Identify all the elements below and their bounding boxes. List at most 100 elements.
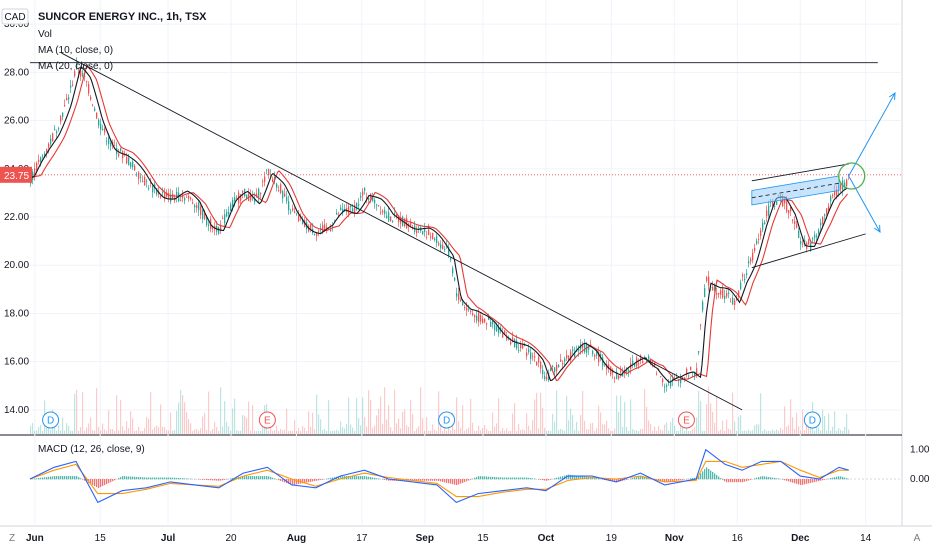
macd-histogram-bar [778,478,780,480]
study-label[interactable]: MA (20, close, 0) [38,61,113,72]
candle-body [60,116,62,122]
candle-body [656,373,658,375]
macd-histogram-bar [288,479,290,484]
macd-histogram-bar [338,476,340,480]
study-label[interactable]: MA (10, close, 0) [38,45,113,56]
dividend-marker[interactable] [42,411,60,429]
candle-body [738,290,740,297]
down-arrow-head[interactable] [873,224,881,234]
candle-body [730,301,732,303]
volume-bar [742,430,744,434]
dividend-marker[interactable] [803,411,821,429]
candle-body [758,239,760,240]
candle-body [54,129,56,131]
time-axis: Jun 15 Jul 20 Aug 17 Sep 15 Oct 19 Nov 16 Dec 14 [26,533,872,544]
candle-body [166,192,168,197]
macd-histogram-bar [136,476,138,480]
timezone-button[interactable]: Z [9,533,15,544]
volume-bar [320,419,322,434]
volume-bar [442,430,444,434]
earnings-marker[interactable] [677,411,695,429]
macd-histogram-bar [614,479,616,482]
trendlines[interactable] [30,52,878,411]
volume-bar [480,430,482,434]
macd-histogram-bar [502,477,504,480]
candle-body [698,351,700,353]
candle-body [834,191,836,196]
volume-bar [164,427,166,434]
trendline[interactable] [61,52,743,411]
volume-bar [562,429,564,434]
up-arrow[interactable] [848,92,896,177]
macd-histogram-bar [558,477,560,480]
volume-bar [278,430,280,434]
candle-body [410,222,412,226]
macd-tick-label: 1.00 [910,445,930,456]
candle-body [290,211,292,213]
breakout-circle[interactable] [838,162,866,190]
candle-body [496,326,498,332]
volume-bar [424,430,426,434]
volume-bar [500,430,502,434]
study-label[interactable]: Vol [38,29,52,40]
candle-body [50,138,52,144]
dividend-marker[interactable] [438,411,456,429]
volume-bar [648,420,650,434]
volume-bar [372,427,374,434]
currency-label[interactable]: CAD [4,12,25,23]
macd-histogram-bar [692,478,694,480]
volume-bar [62,417,64,434]
volume-bar [198,430,200,434]
macd-histogram-bar [66,476,68,480]
symbol-title[interactable]: SUNCOR ENERGY INC., 1h, TSX [38,11,207,23]
candle-body [202,209,204,219]
candle-body [592,350,594,355]
candle-body [182,195,184,198]
volume-bar [468,427,470,434]
macd-histogram-bar [174,477,176,480]
macd-histogram-bar [104,479,106,486]
macd-histogram-bar [540,479,542,480]
macd-histogram-bar [664,479,666,483]
volume-bar [800,430,802,434]
candle-body [392,221,394,222]
macd-histogram-bar [828,478,830,480]
down-arrow[interactable] [848,175,881,233]
trendline[interactable] [751,163,849,182]
candle-body [476,315,478,321]
currency-box[interactable] [1,8,29,25]
up-arrow-head[interactable] [888,91,896,101]
candle-body [748,261,750,264]
candle-body [664,386,666,388]
candle-body [832,195,834,197]
candle-body [106,140,108,142]
auto-scale-button[interactable]: A [914,533,921,544]
macd-histogram-bar [202,479,204,480]
macd-histogram-bar [806,479,808,484]
volume-bar [796,412,798,434]
candle-body [570,351,572,361]
macd-histogram-bar [184,478,186,480]
volume-bar [724,430,726,434]
volume-bar [536,392,538,434]
candle-body [798,231,800,238]
earnings-marker[interactable] [258,411,276,429]
macd-histogram-bar [372,477,374,480]
volume-bar [698,391,700,434]
macd-label[interactable]: MACD (12, 26, close, 9) [38,444,145,455]
macd-histogram-bar [448,479,450,484]
volume-bar [598,405,600,434]
candle-body [118,153,120,156]
channel-midline[interactable] [751,182,840,199]
macd-histogram-bar [306,479,308,483]
macd-histogram-bar [84,479,86,481]
candle-body [120,148,122,151]
price-tick-label: 30.00 [4,19,29,30]
trendline[interactable] [751,233,866,269]
macd-histogram-bar [426,479,428,481]
macd-histogram-bar [470,479,472,480]
macd-histogram-bar [486,476,488,480]
macd-histogram-bar [672,479,674,482]
